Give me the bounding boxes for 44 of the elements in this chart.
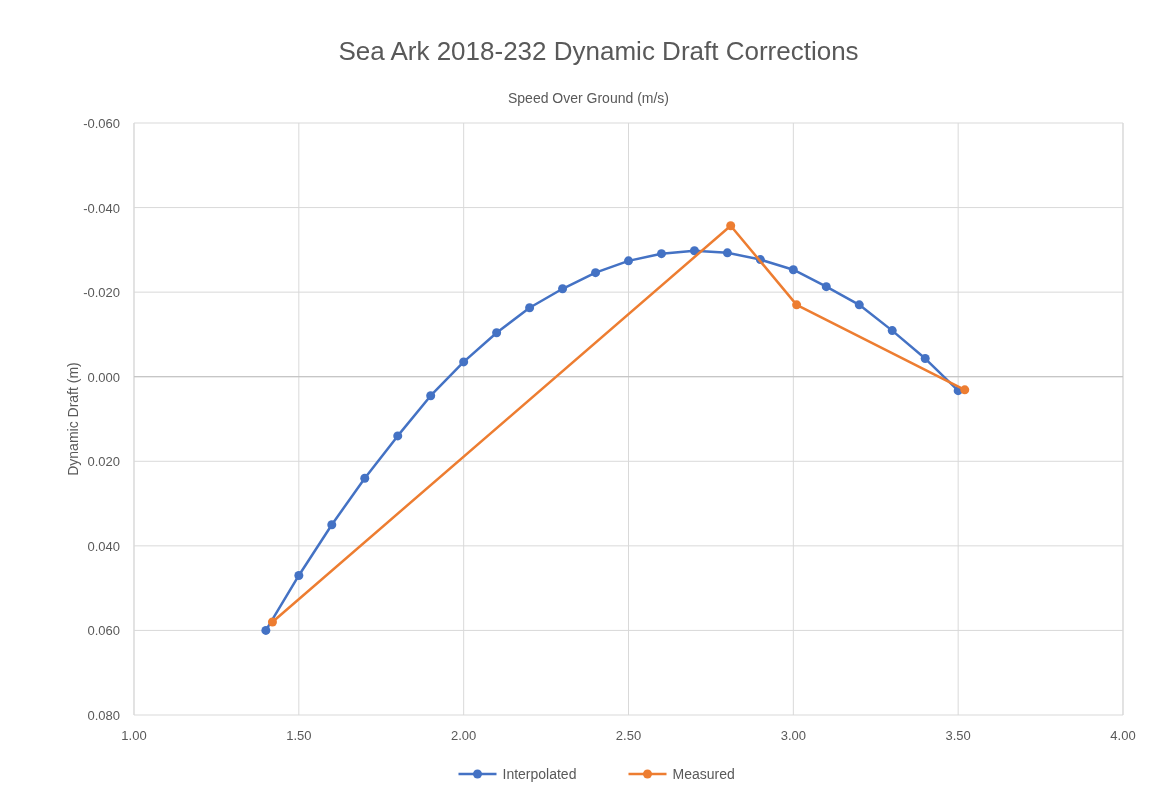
point — [591, 268, 601, 278]
chart-title: Sea Ark 2018-232 Dynamic Draft Corrections — [338, 36, 859, 66]
x-tick-label: 1.50 — [286, 728, 312, 743]
point — [492, 328, 502, 338]
point — [360, 473, 370, 483]
point — [788, 265, 798, 275]
point — [726, 221, 736, 231]
point — [689, 246, 699, 256]
x-tick-label: 2.00 — [451, 728, 477, 743]
x-axis-title: Speed Over Ground (m/s) — [507, 90, 670, 106]
point — [960, 385, 970, 395]
y-tick-label: -0.040 — [83, 200, 120, 216]
y-tick-label: 0.040 — [87, 538, 120, 554]
x-tick-label: 2.50 — [615, 728, 642, 743]
point — [426, 391, 436, 401]
x-tick-label: 3.00 — [780, 728, 806, 743]
point — [327, 520, 337, 530]
y-tick-label: 0.080 — [87, 708, 120, 723]
point — [558, 284, 568, 294]
point — [656, 249, 666, 259]
point — [267, 617, 277, 627]
point — [294, 570, 304, 580]
point — [854, 300, 864, 310]
y-tick-label: 0.060 — [87, 623, 120, 639]
x-tick-label: 3.50 — [945, 728, 971, 743]
point — [821, 282, 831, 292]
point — [459, 357, 469, 367]
y-tick-label: 0.020 — [87, 454, 120, 470]
y-tick-label: 0.000 — [87, 369, 120, 385]
point — [792, 300, 802, 310]
legend-label: Interpolated — [502, 766, 577, 782]
point — [887, 326, 897, 336]
point — [525, 303, 535, 313]
point — [261, 625, 271, 635]
point — [624, 256, 633, 266]
y-axis-title: Dynamic Draft (m) — [65, 362, 81, 476]
point — [722, 248, 732, 258]
point — [920, 354, 930, 364]
x-tick-label: 4.00 — [1110, 728, 1136, 743]
y-tick-label: -0.060 — [83, 116, 120, 131]
legend-label: Measured — [672, 766, 735, 782]
point — [393, 431, 403, 441]
y-tick-label: -0.020 — [83, 285, 120, 301]
x-tick-label: 1.00 — [121, 728, 147, 743]
